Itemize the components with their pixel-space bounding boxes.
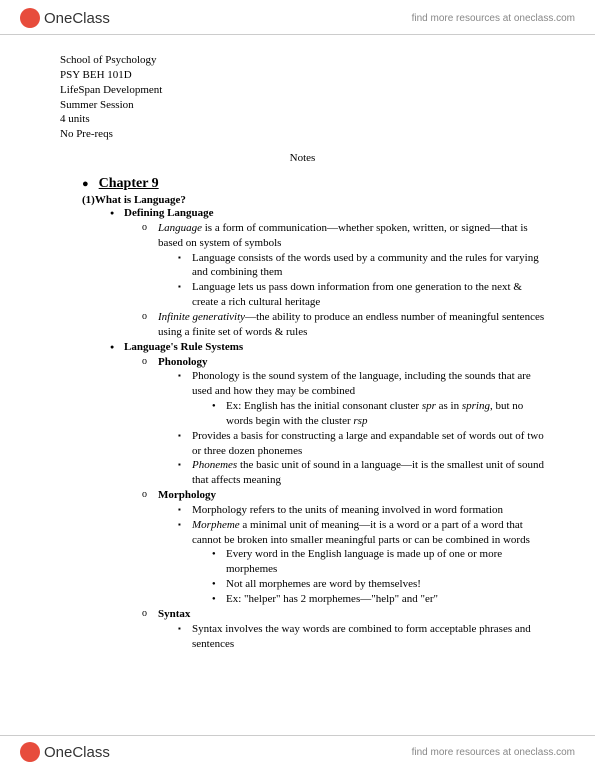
logo-icon [20,742,40,762]
list-item: Morpheme a minimal unit of meaning—it is… [178,518,545,607]
header-link[interactable]: find more resources at oneclass.com [412,13,575,24]
logo-text: OneClass [44,10,110,27]
list-item: Language consists of the words used by a… [178,251,545,281]
notes-title: Notes [60,152,545,164]
footer-logo-text: OneClass [44,744,110,761]
list-item: Phonemes the basic unit of sound in a la… [178,458,545,488]
list-item: Language is a form of communication—whet… [142,221,545,310]
subheading: Defining Language [124,207,214,219]
course-school: School of Psychology [60,53,545,68]
phonology: Phonology Phonology is the sound system … [142,355,545,489]
list-item: Infinite generativity—the ability to pro… [142,310,545,340]
section-title: What is Language? [95,194,186,206]
morphology: Morphology Morphology refers to the unit… [142,488,545,607]
subheading: Language's Rule Systems [124,341,243,353]
chapter-heading: ● Chapter 9 [82,176,545,192]
list-item: Phonology is the sound system of the lan… [178,369,545,428]
course-prereqs: No Pre-reqs [60,127,545,142]
logo[interactable]: OneClass [20,8,110,28]
section-1: (1)What is Language? Defining Language L… [82,194,545,651]
bullet-icon: ● [82,178,89,190]
header-bar: OneClass find more resources at oneclass… [0,0,595,35]
course-session: Summer Session [60,98,545,113]
list-item: Language lets us pass down information f… [178,280,545,310]
course-title: LifeSpan Development [60,83,545,98]
outline: (1)What is Language? Defining Language L… [82,194,545,651]
footer-bar: OneClass find more resources at oneclass… [0,735,595,770]
footer-link[interactable]: find more resources at oneclass.com [412,747,575,758]
list-item: Provides a basis for constructing a larg… [178,429,545,459]
page-content: School of Psychology PSY BEH 101D LifeSp… [0,35,595,692]
list-item: Morphology refers to the units of meanin… [178,503,545,518]
syntax: Syntax Syntax involves the way words are… [142,607,545,652]
footer-logo[interactable]: OneClass [20,742,110,762]
course-code: PSY BEH 101D [60,68,545,83]
rule-systems: Language's Rule Systems Phonology Phonol… [110,340,545,652]
list-item: Syntax involves the way words are combin… [178,622,545,652]
course-info: School of Psychology PSY BEH 101D LifeSp… [60,53,545,142]
section-number: (1) [82,194,95,206]
defining-language: Defining Language Language is a form of … [110,206,545,340]
chapter-title: Chapter 9 [99,176,159,192]
list-item: Ex: English has the initial consonant cl… [212,399,545,429]
logo-icon [20,8,40,28]
list-item: Not all morphemes are word by themselves… [212,577,545,592]
course-units: 4 units [60,112,545,127]
list-item: Every word in the English language is ma… [212,547,545,577]
list-item: Ex: "helper" has 2 morphemes—"help" and … [212,592,545,607]
